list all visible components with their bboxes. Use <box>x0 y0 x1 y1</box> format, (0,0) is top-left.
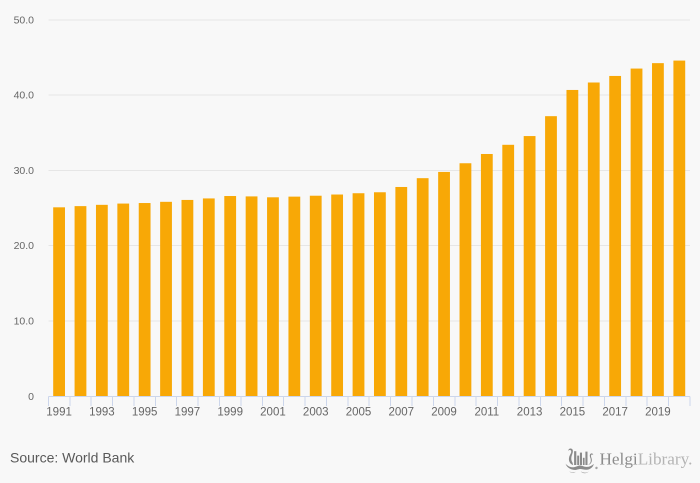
svg-text:2007: 2007 <box>388 407 414 419</box>
svg-text:1995: 1995 <box>132 407 158 419</box>
svg-text:HelgiLibrary.: HelgiLibrary. <box>600 450 693 469</box>
svg-text:1991: 1991 <box>46 407 72 419</box>
svg-text:2015: 2015 <box>560 407 586 419</box>
svg-text:20.0: 20.0 <box>14 240 35 252</box>
svg-text:Source: World Bank: Source: World Bank <box>10 450 135 466</box>
svg-text:40.0: 40.0 <box>14 90 35 102</box>
svg-text:1999: 1999 <box>217 407 243 419</box>
svg-text:50.0: 50.0 <box>14 14 35 26</box>
svg-text:2001: 2001 <box>260 407 286 419</box>
svg-text:30.0: 30.0 <box>14 165 35 177</box>
svg-text:0: 0 <box>28 391 34 403</box>
svg-text:1997: 1997 <box>175 407 201 419</box>
svg-text:2009: 2009 <box>431 407 457 419</box>
svg-text:10.0: 10.0 <box>14 316 35 328</box>
svg-text:1993: 1993 <box>89 407 115 419</box>
svg-text:2017: 2017 <box>602 407 628 419</box>
svg-text:2005: 2005 <box>346 407 372 419</box>
svg-text:2003: 2003 <box>303 407 329 419</box>
svg-text:2019: 2019 <box>645 407 671 419</box>
svg-text:2011: 2011 <box>474 407 499 419</box>
svg-text:2013: 2013 <box>517 407 543 419</box>
